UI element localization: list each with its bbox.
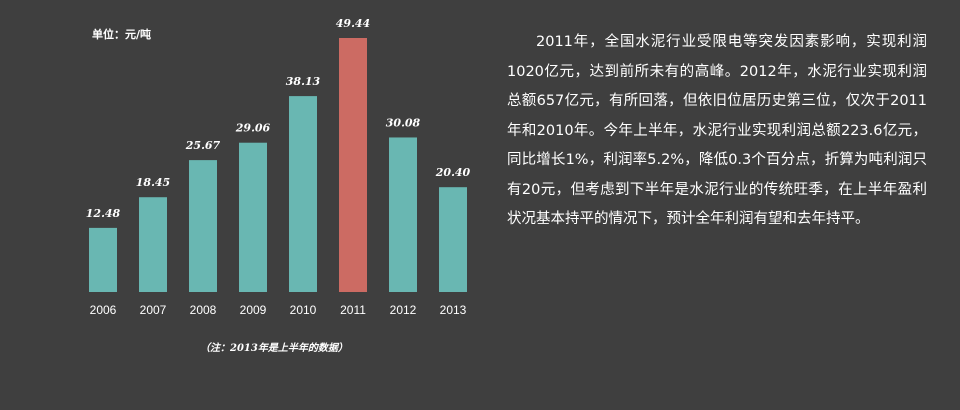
value-label-2012: 30.08 <box>386 116 421 129</box>
x-tick-label-2006: 2006 <box>90 303 117 317</box>
bar-2011 <box>339 38 367 292</box>
bar-2006 <box>89 227 117 292</box>
unit-label: 单位：元/吨 <box>92 28 152 41</box>
value-label-2013: 20.40 <box>435 166 471 179</box>
bar-2013 <box>439 187 467 292</box>
chart-note: （注：2013年是上半年的数据） <box>200 343 348 354</box>
x-tick-label-2012: 2012 <box>390 303 417 317</box>
bar-2010 <box>289 96 317 292</box>
value-label-2011: 49.44 <box>336 17 370 30</box>
bar-2007 <box>139 197 167 292</box>
value-label-2009: 29.06 <box>235 122 271 135</box>
x-tick-label-2007: 2007 <box>140 303 167 317</box>
value-label-2008: 25.67 <box>185 139 221 152</box>
description-text: 2011年，全国水泥行业受限电等突发因素影响，实现利润1020亿元，达到前所未有… <box>507 34 927 227</box>
value-label-2010: 38.13 <box>286 75 321 88</box>
value-label-2007: 18.45 <box>136 176 170 189</box>
bar-2012 <box>389 137 417 292</box>
bar-chart: 12.48 2006 18.45 2007 25.67 2008 29.06 2009 38.1… <box>86 17 471 317</box>
x-tick-label-2009: 2009 <box>240 303 267 317</box>
x-tick-label-2013: 2013 <box>440 303 467 317</box>
x-tick-label-2010: 2010 <box>290 303 317 317</box>
x-tick-label-2011: 2011 <box>340 303 366 317</box>
x-tick-label-2008: 2008 <box>190 303 217 317</box>
value-label-2006: 12.48 <box>86 207 121 220</box>
bar-2008 <box>189 160 217 292</box>
bar-2009 <box>239 142 267 292</box>
